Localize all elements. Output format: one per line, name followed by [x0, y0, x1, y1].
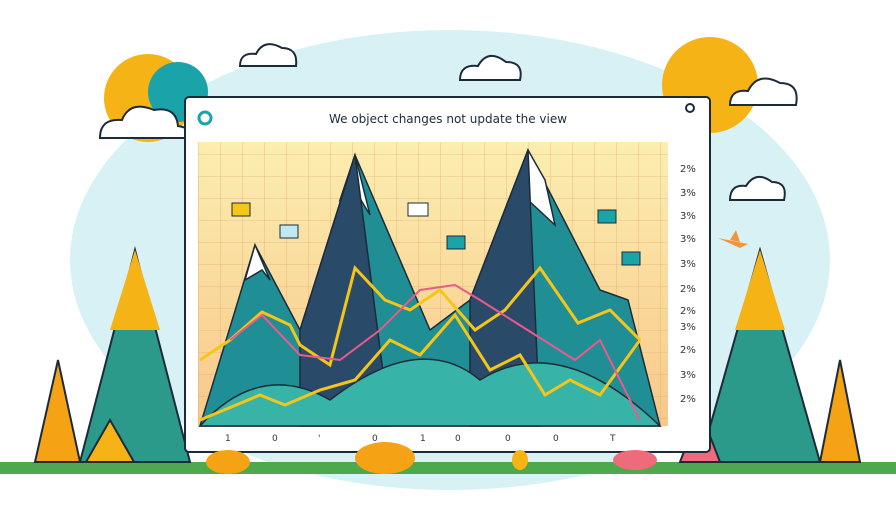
- window-title: We object changes not update the view: [329, 112, 567, 126]
- clouds: [98, 43, 798, 201]
- axis-label: 2%: [680, 306, 696, 317]
- axis-label: 0: [553, 434, 559, 444]
- window-button: [685, 103, 695, 113]
- axis-label: 2%: [680, 394, 696, 405]
- axis-label: T: [609, 434, 616, 444]
- axis-label: 2%: [680, 164, 696, 175]
- callouts: [231, 202, 641, 266]
- axis-label: 0: [372, 434, 378, 444]
- bushes: [206, 442, 657, 474]
- bottom-labels: 1 0 ' 0 1 0 0 0 T: [225, 434, 616, 444]
- axis-label: 1: [225, 434, 231, 444]
- axis-label: 3%: [680, 234, 696, 245]
- axis-label: 1: [420, 434, 426, 444]
- axis-label: 3%: [680, 211, 696, 222]
- plane: [718, 230, 748, 248]
- line: [229, 283, 641, 421]
- axis-label: 3%: [680, 322, 696, 333]
- axis-label: 3%: [680, 188, 696, 199]
- axis-label: 0: [272, 434, 278, 444]
- axis-label: 0: [455, 434, 461, 444]
- ground: [0, 462, 896, 474]
- axis-label: 3%: [680, 259, 696, 270]
- window-button: [197, 110, 213, 126]
- axis-label: ': [318, 434, 320, 444]
- line: [199, 264, 642, 368]
- axis-label: 0: [505, 434, 511, 444]
- trees: [33, 246, 862, 463]
- axis-label: 2%: [680, 284, 696, 295]
- axis-label: 2%: [680, 345, 696, 356]
- axis-label: 3%: [680, 370, 696, 381]
- right-labels: 2% 3% 3% 3% 3% 2% 2% 3% 2% 3% 2%: [680, 164, 696, 405]
- line: [199, 312, 642, 422]
